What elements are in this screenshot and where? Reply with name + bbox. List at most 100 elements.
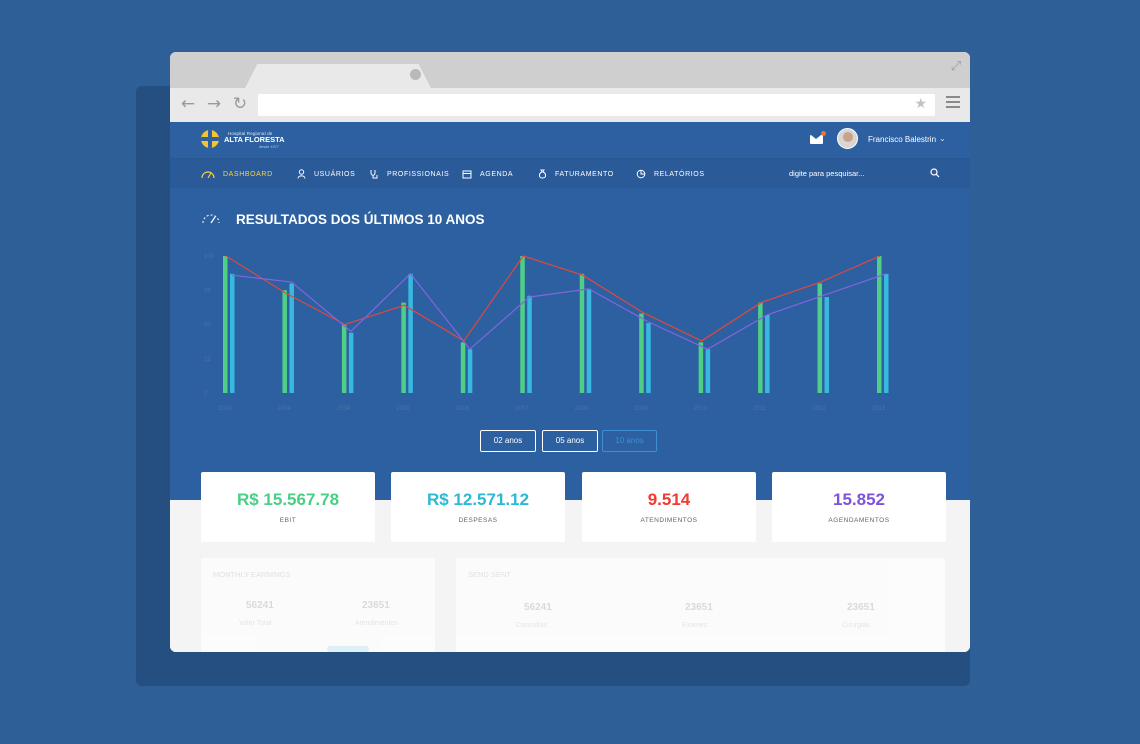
pie-chart-icon: [636, 169, 646, 179]
x-tick-label: 2006: [456, 406, 470, 412]
panel-value: 56241: [524, 602, 552, 613]
speedometer-icon: [202, 214, 220, 224]
stat-value: 15.852: [833, 490, 885, 509]
stat-card-despesas: R$ 12.571.12 DESPESAS: [391, 472, 565, 542]
bar-series-1: [579, 273, 585, 393]
nav-item-label: AGENDA: [480, 170, 514, 178]
range-button-02-anos[interactable]: 02 anos: [480, 430, 536, 452]
reload-icon[interactable]: ↻: [232, 94, 248, 114]
brand-name: ALTA FLORESTA: [224, 135, 285, 144]
bar-series-1: [758, 302, 763, 393]
range-button-10-anos[interactable]: 10 anos: [602, 430, 657, 452]
panel-value: 23651: [362, 600, 390, 611]
y-tick-label: 25: [204, 357, 211, 363]
main-navigation: DASHBOARD USUÁRIOS PROFISSIONAIS AGENDA …: [170, 158, 970, 188]
hospital-logo-icon: [201, 130, 219, 148]
bar-series-2: [765, 314, 770, 393]
calendar-icon: [462, 170, 472, 179]
panel-value: 23651: [685, 602, 713, 613]
nav-item-profissionais[interactable]: PROFISSIONAIS: [369, 159, 449, 189]
y-tick-label: 50: [204, 323, 211, 329]
panel-title: MONTHLY EARNINGS: [213, 570, 291, 579]
back-icon[interactable]: ←: [180, 94, 196, 114]
nav-item-agenda[interactable]: AGENDA: [462, 159, 513, 189]
range-button-05-anos[interactable]: 05 anos: [542, 430, 598, 452]
address-bar[interactable]: ★: [258, 94, 935, 116]
panel-label: Exames: [682, 622, 708, 629]
browser-window: ⤢ ← → ↻ ★ Hospital Regional de ALTA FLOR…: [170, 52, 970, 652]
x-tick-label: 2010: [694, 406, 708, 412]
bar-series-2: [348, 332, 354, 393]
panel-label: Consultas: [516, 622, 548, 629]
stat-value: R$ 12.571.12: [426, 490, 530, 509]
bar-series-1: [877, 256, 882, 393]
avatar[interactable]: [837, 128, 858, 149]
bar-series-1: [282, 290, 287, 393]
dashboard-app: Hospital Regional de ALTA FLORESTA desde…: [170, 122, 970, 652]
browser-chrome: ⤢ ← → ↻ ★: [170, 52, 970, 122]
bar-series-2: [705, 349, 711, 393]
brand-small-text: Hospital Regional de: [228, 131, 273, 136]
nav-item-label: FATURAMENTO: [555, 170, 614, 178]
x-tick-label: 2009: [634, 406, 648, 412]
tab-dot-icon: [410, 69, 421, 80]
bar-series-2: [586, 288, 592, 393]
nav-item-label: RELATÓRIOS: [654, 170, 705, 178]
expand-icon[interactable]: ⤢: [950, 58, 962, 73]
y-tick-label: 100: [204, 254, 215, 260]
forward-icon[interactable]: →: [206, 94, 222, 114]
stat-card-ebit: R$ 15.567.78 EBIT: [201, 472, 375, 542]
stat-label: DESPESAS: [458, 517, 498, 524]
line-series-purple: [231, 272, 887, 351]
nav-item-usuarios[interactable]: USUÁRIOS: [297, 159, 355, 189]
y-tick-label: 75: [204, 288, 211, 294]
nav-item-label: DASHBOARD: [223, 170, 273, 178]
stat-label: EBIT: [279, 517, 297, 524]
brand-subtitle: desde 1977: [259, 145, 279, 149]
panel-value: 23651: [847, 602, 875, 613]
notification-dot: [821, 131, 826, 136]
x-tick-label: 2008: [575, 406, 589, 412]
bar-series-2: [824, 297, 830, 393]
user-name[interactable]: Francisco Balestrin: [868, 135, 937, 144]
stat-label: AGENDAMENTOS: [828, 517, 890, 524]
mail-icon[interactable]: [810, 135, 823, 144]
panel-label: Cirurgias: [842, 622, 871, 629]
stat-label: ATENDIMENTOS: [640, 517, 698, 524]
stat-card-atendimentos: 9.514 ATENDIMENTOS: [582, 472, 756, 542]
progress-bar: [327, 646, 369, 652]
search-input[interactable]: digite para pesquisar...: [789, 169, 865, 178]
x-tick-label: 2005: [396, 406, 410, 412]
bar-series-2: [467, 349, 473, 393]
panel-label: Valor Total: [239, 620, 272, 627]
star-icon[interactable]: ★: [914, 96, 927, 112]
bar-series-1: [639, 313, 644, 393]
bar-series-2: [230, 273, 235, 393]
bar-series-1: [817, 283, 823, 393]
bar-series-1: [698, 342, 704, 393]
monthly-earnings-panel: MONTHLY EARNINGS 56241 23651 Valor Total…: [201, 558, 435, 652]
x-tick-label: 2003: [218, 406, 232, 412]
menu-icon[interactable]: [946, 96, 960, 110]
browser-navigation: ← → ↻ ★: [170, 88, 970, 122]
search-icon[interactable]: [930, 168, 940, 178]
results-chart: 0 25 50 75 100 2003 2004 2004 2005 2006 2007 2008 20…: [204, 254, 889, 412]
top-bar: Hospital Regional de ALTA FLORESTA desde…: [170, 122, 970, 158]
dashboard-hero: Hospital Regional de ALTA FLORESTA desde…: [170, 122, 970, 500]
bar-series-2: [884, 273, 889, 393]
nav-item-dashboard[interactable]: DASHBOARD: [201, 159, 273, 189]
chevron-down-icon[interactable]: ⌄: [939, 134, 946, 143]
panel-label: Atendimentos: [355, 620, 398, 627]
bar-series-1: [223, 256, 228, 393]
y-tick-label: 0: [204, 391, 208, 397]
line-series-red: [225, 255, 881, 342]
nav-item-relatorios[interactable]: RELATÓRIOS: [636, 159, 705, 189]
nav-item-label: USUÁRIOS: [314, 170, 356, 178]
bar-series-2: [527, 295, 532, 393]
x-tick-label: 2007: [515, 406, 529, 412]
nav-item-faturamento[interactable]: FATURAMENTO: [538, 159, 614, 189]
section-title: RESULTADOS DOS ÚLTIMOS 10 ANOS: [236, 212, 485, 227]
panel-value: 56241: [246, 600, 274, 611]
bar-series-1: [460, 342, 466, 393]
money-bag-icon: [538, 169, 547, 179]
